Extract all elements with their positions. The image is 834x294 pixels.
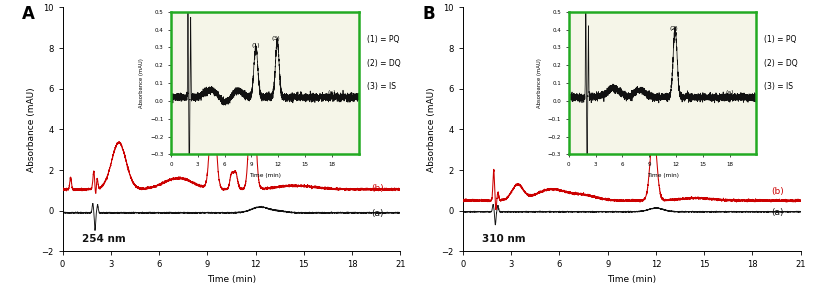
Y-axis label: Absorbance (mAU): Absorbance (mAU)	[27, 87, 36, 172]
Text: 254 nm: 254 nm	[82, 234, 126, 244]
Text: B: B	[422, 5, 435, 23]
Text: (a): (a)	[771, 208, 784, 217]
Y-axis label: Absorbance (mAU): Absorbance (mAU)	[537, 58, 542, 108]
Text: (3) = IS: (3) = IS	[764, 82, 793, 91]
X-axis label: Time (min): Time (min)	[249, 173, 281, 178]
Text: (1): (1)	[251, 44, 260, 49]
Text: (2) = DQ: (2) = DQ	[367, 59, 400, 68]
Text: (a): (a)	[327, 90, 336, 95]
Text: 310 nm: 310 nm	[482, 234, 525, 244]
Text: (1) = PQ: (1) = PQ	[764, 35, 796, 44]
Y-axis label: Absorbance (mAU): Absorbance (mAU)	[139, 58, 144, 108]
Text: (2): (2)	[670, 26, 679, 31]
Text: (a): (a)	[725, 90, 734, 95]
Text: (b): (b)	[371, 184, 384, 193]
Text: (1) = PQ: (1) = PQ	[367, 35, 399, 44]
X-axis label: Time (min): Time (min)	[607, 275, 656, 284]
Text: (1): (1)	[198, 78, 211, 88]
Text: (a): (a)	[371, 209, 384, 218]
Text: (2): (2)	[224, 133, 237, 143]
X-axis label: Time (min): Time (min)	[207, 275, 256, 284]
Text: (3): (3)	[272, 36, 281, 41]
Text: A: A	[22, 5, 35, 23]
Text: (2) = DQ: (2) = DQ	[764, 59, 797, 68]
Text: (3): (3)	[240, 32, 253, 41]
Text: (b): (b)	[771, 187, 785, 196]
Y-axis label: Absorbance (mAU): Absorbance (mAU)	[427, 87, 436, 172]
Text: (2): (2)	[639, 115, 651, 124]
X-axis label: Time (min): Time (min)	[646, 173, 679, 178]
Text: (3) = IS: (3) = IS	[367, 82, 396, 91]
